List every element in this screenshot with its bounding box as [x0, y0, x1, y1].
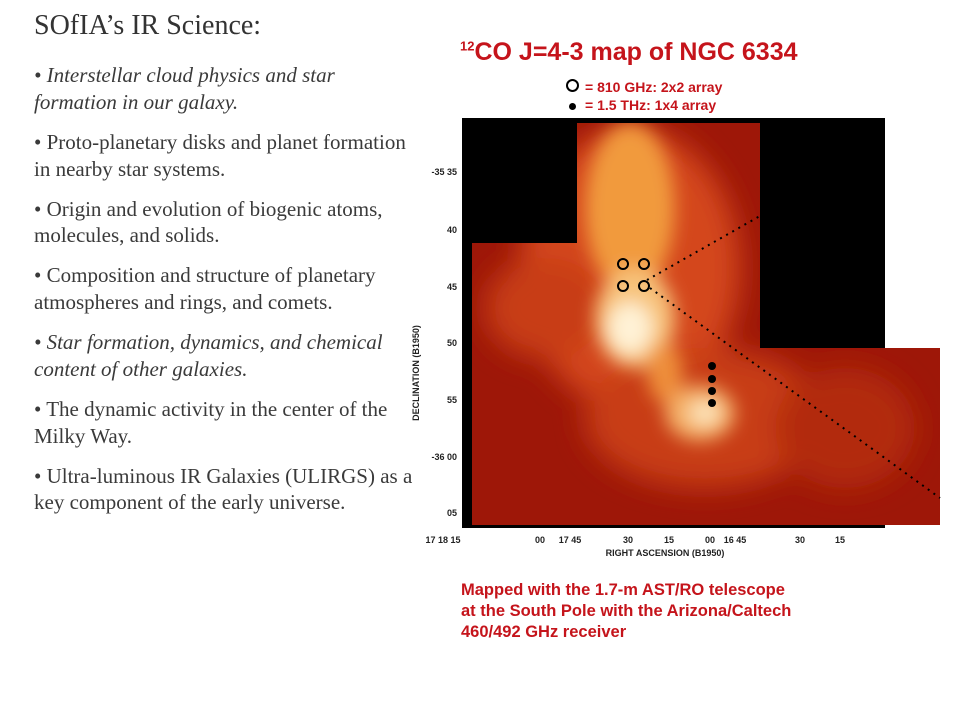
y-axis-ticks: -35 35 40 45 50 55 -36 00 05 — [431, 167, 457, 518]
y-tick-label: -35 35 — [431, 167, 457, 177]
x-axis-ticks: 17 18 15 00 17 45 30 15 00 16 45 30 15 — [425, 535, 845, 545]
title-isotope: 12 — [460, 38, 475, 54]
co-map-figure: -35 35 40 45 50 55 -36 00 05 DECLINATION (B195… — [405, 28, 955, 658]
caption-line: Mapped with the 1.7-m AST/RO telescope — [461, 581, 785, 599]
bullet-item: • Composition and structure of planetary… — [34, 263, 376, 315]
x-tick-label: 17 45 — [559, 535, 582, 545]
dot-legend-icon — [568, 103, 576, 110]
y-tick-label: 55 — [447, 395, 457, 405]
figure-title: 12CO J=4-3 map of NGC 6334 — [460, 38, 798, 67]
bullet-item: • Star formation, dynamics, and chemical… — [34, 330, 383, 381]
x-tick-label: 00 — [705, 535, 715, 545]
bullet-item: • Interstellar cloud physics and star fo… — [34, 63, 335, 114]
y-tick-label: -36 00 — [431, 452, 457, 462]
ring-810ghz — [617, 280, 629, 292]
legend-item-810ghz: = 810 GHz: 2x2 array — [565, 79, 722, 95]
co-map-graphic: -35 35 40 45 50 55 -36 00 05 DECLINATION (B195… — [411, 118, 941, 558]
legend-item-1p5thz: = 1.5 THz: 1x4 array — [565, 97, 716, 113]
y-axis-label: DECLINATION (B1950) — [411, 325, 421, 421]
bullet-item: • The dynamic activity in the center of … — [34, 396, 388, 448]
caption-line: at the South Pole with the Arizona/Calte… — [461, 602, 792, 621]
slide-title: SOfIA’s IR Science: — [34, 10, 262, 41]
x-tick-label: 16 45 — [724, 535, 747, 545]
x-tick-label: 15 — [835, 535, 845, 545]
legend-text-1p5thz: = 1.5 THz: 1x4 array — [585, 97, 717, 113]
x-tick-label: 15 — [664, 535, 674, 545]
x-axis-label: RIGHT ASCENSION (B1950) — [606, 548, 725, 558]
projection-lines — [646, 147, 941, 499]
dot-1p5thz — [708, 387, 716, 395]
ring-810ghz — [638, 258, 650, 270]
y-tick-label: 45 — [447, 282, 457, 292]
bullet-item: • Ultra-luminous IR Galaxies (ULIRGS) as… — [34, 463, 413, 515]
y-tick-label: 40 — [447, 225, 457, 235]
figure-caption: Mapped with the 1.7-m AST/RO telescope a… — [461, 580, 791, 643]
dot-1p5thz — [708, 399, 716, 407]
bullet-item: • Origin and evolution of biogenic atoms… — [34, 196, 383, 248]
ring-legend-icon — [565, 79, 579, 92]
x-tick-label: 00 — [535, 535, 545, 545]
x-tick-label: 30 — [795, 535, 805, 545]
array-symbols — [617, 258, 716, 407]
x-tick-label: 30 — [623, 535, 633, 545]
dot-1p5thz — [708, 375, 716, 383]
x-tick-label: 17 18 15 — [425, 535, 460, 545]
bullet-item: • Proto-planetary disks and planet forma… — [34, 129, 406, 181]
y-tick-label: 50 — [447, 338, 457, 348]
caption-line: 460/492 GHz receiver — [461, 623, 627, 642]
ring-810ghz — [638, 280, 650, 292]
ring-810ghz — [617, 258, 629, 270]
dot-1p5thz — [708, 362, 716, 370]
legend-text-810ghz: = 810 GHz: 2x2 array — [585, 79, 723, 95]
figure-title-text: CO J=4-3 map of NGC 6334 — [474, 38, 798, 66]
bullet-list: • Interstellar cloud physics and star fo… — [34, 62, 414, 529]
y-tick-label: 05 — [447, 508, 457, 518]
